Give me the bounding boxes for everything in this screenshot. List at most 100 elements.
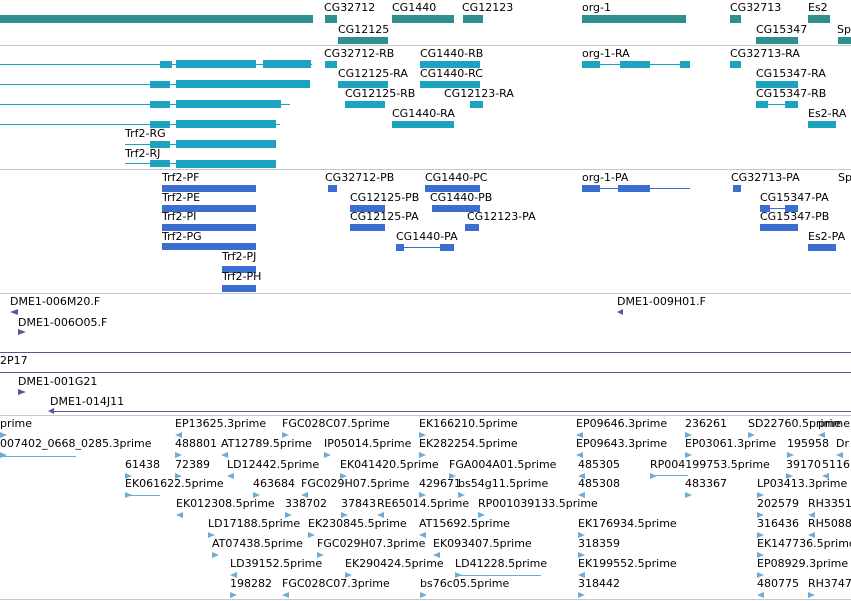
est-arrow[interactable] [578, 473, 585, 479]
exon[interactable] [263, 60, 311, 68]
exon[interactable] [680, 61, 690, 68]
clone-label[interactable]: 2P17 [0, 354, 28, 367]
exon[interactable] [328, 185, 337, 192]
est-label[interactable]: EP08929.3prime [757, 557, 849, 570]
gene-bar[interactable] [0, 15, 313, 23]
transcript-label[interactable]: CG1440-RB [420, 47, 484, 60]
est-arrow[interactable] [685, 452, 692, 458]
est-label[interactable]: RP001039133.5prime [478, 497, 598, 510]
est-arrow[interactable] [787, 452, 794, 458]
transcript-label[interactable]: CG12125-RB [345, 87, 416, 100]
est-arrow[interactable] [308, 532, 315, 538]
est-label[interactable]: AT07438.5prime [212, 537, 303, 550]
est-label[interactable]: prime [818, 417, 851, 430]
exon[interactable] [162, 243, 256, 250]
est-arrow[interactable] [822, 473, 829, 479]
est-line[interactable] [650, 475, 688, 476]
est-label[interactable]: 483367 [685, 477, 727, 490]
est-label[interactable]: 338702 [285, 497, 327, 510]
est-label[interactable]: LD17188.5prime [208, 517, 301, 530]
est-arrow[interactable] [345, 572, 352, 578]
protein-label[interactable]: Trf2-PJ [222, 250, 257, 263]
est-arrow[interactable] [253, 492, 260, 498]
transcript-label[interactable]: CG12125-RA [338, 67, 408, 80]
exon[interactable] [325, 61, 337, 68]
gene-label[interactable]: CG1440 [392, 1, 437, 14]
est-line[interactable] [125, 495, 160, 496]
exon[interactable] [176, 100, 281, 108]
exon[interactable] [162, 185, 256, 192]
est-label[interactable]: FGA004A01.5prime [449, 458, 557, 471]
est-label[interactable]: EK041420.5prime [340, 458, 439, 471]
est-label[interactable]: LD39152.5prime [230, 557, 323, 570]
exon[interactable] [808, 244, 836, 251]
est-label[interactable]: 485305 [578, 458, 620, 471]
protein-label[interactable]: Trf2-PE [162, 191, 201, 204]
gene-bar[interactable] [756, 37, 798, 44]
est-arrow[interactable] [455, 572, 462, 578]
exon[interactable] [582, 185, 600, 192]
est-arrow[interactable] [175, 452, 182, 458]
gene-label[interactable]: CG32713 [730, 1, 782, 14]
est-arrow[interactable] [221, 452, 228, 458]
est-label[interactable]: 61438 [125, 458, 160, 471]
exon[interactable] [465, 224, 479, 231]
exon[interactable] [432, 205, 480, 212]
transcript-label[interactable]: CG12123-RA [444, 87, 514, 100]
est-label[interactable]: EK176934.5prime [578, 517, 677, 530]
protein-label[interactable]: org-1-PA [582, 171, 629, 184]
est-arrow[interactable] [0, 452, 7, 458]
exon[interactable] [176, 60, 256, 68]
exon[interactable] [176, 140, 276, 148]
protein-label[interactable]: CG1440-PC [425, 171, 488, 184]
est-label[interactable]: 488801 [175, 437, 217, 450]
est-arrow[interactable] [808, 512, 815, 518]
exon[interactable] [582, 61, 600, 68]
est-arrow[interactable] [757, 592, 764, 598]
est-label[interactable]: 480775 [757, 577, 799, 590]
exon[interactable] [176, 160, 276, 168]
protein-label[interactable]: CG1440-PA [396, 230, 458, 243]
est-label[interactable]: FGC028C07.5prime [282, 417, 390, 430]
est-label[interactable]: 37843 [341, 497, 376, 510]
est-arrow[interactable] [282, 432, 289, 438]
est-label[interactable]: bs76c05.5prime [420, 577, 510, 590]
est-label[interactable]: EK061622.5prime [125, 477, 224, 490]
est-label[interactable]: AT12789.5prime [221, 437, 312, 450]
protein-label[interactable]: Trf2-PI [162, 210, 197, 223]
clone-marker[interactable] [48, 408, 54, 414]
est-arrow[interactable] [230, 592, 237, 598]
exon[interactable] [760, 224, 798, 231]
gene-bar[interactable] [730, 15, 741, 23]
est-label[interactable]: RH3747 [808, 577, 851, 590]
gene-label[interactable]: Es2 [808, 1, 828, 14]
est-label[interactable]: 318359 [578, 537, 620, 550]
exon[interactable] [162, 205, 256, 212]
est-label[interactable]: FGC029H07.5prime [301, 477, 410, 490]
est-arrow[interactable] [578, 492, 585, 498]
exon[interactable] [150, 141, 170, 148]
est-arrow[interactable] [0, 432, 7, 438]
est-label[interactable]: LD12442.5prime [227, 458, 320, 471]
protein-label[interactable]: Trf2-PF [162, 171, 200, 184]
est-label[interactable]: EK147736.5prime [757, 537, 851, 550]
clone-marker[interactable] [18, 389, 26, 395]
est-label[interactable]: EK166210.5prime [419, 417, 518, 430]
est-arrow[interactable] [175, 432, 182, 438]
clone-marker[interactable] [617, 309, 623, 315]
exon[interactable] [808, 121, 836, 128]
gene-bar[interactable] [325, 15, 337, 23]
exon[interactable] [420, 61, 480, 68]
transcript-label[interactable]: org-1-RA [582, 47, 630, 60]
est-arrow[interactable] [340, 473, 347, 479]
est-arrow[interactable] [757, 572, 764, 578]
gene-bar[interactable] [808, 15, 830, 23]
protein-label[interactable]: CG12123-PA [467, 210, 536, 223]
est-arrow[interactable] [818, 432, 825, 438]
transcript-label[interactable]: Es2-RA [808, 107, 847, 120]
est-label[interactable]: RH3351 [808, 497, 851, 510]
exon[interactable] [425, 185, 480, 192]
est-line[interactable] [455, 575, 541, 576]
clone-label[interactable]: DME1-001G21 [18, 375, 98, 388]
est-label[interactable]: prime [0, 417, 33, 430]
